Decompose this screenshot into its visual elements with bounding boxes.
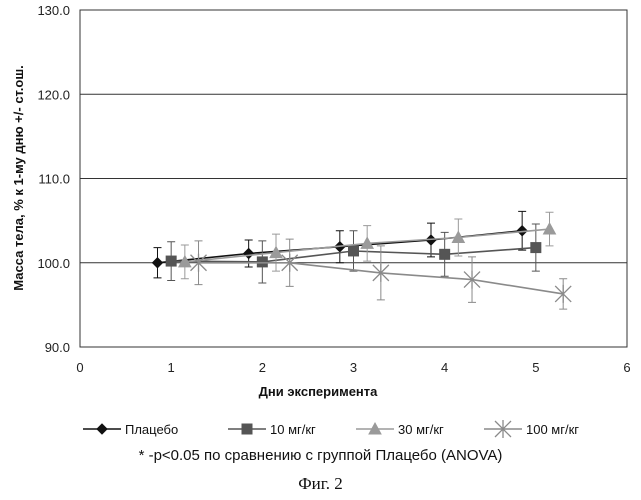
- data-point: [554, 284, 572, 303]
- legend-marker: [241, 423, 253, 435]
- plot-area-frame: [79, 9, 628, 348]
- data-point: [151, 257, 164, 269]
- x-tick-label: 4: [441, 360, 448, 375]
- series-3: [177, 211, 557, 280]
- series-2: [165, 223, 542, 284]
- y-axis-title: Масса тела, % к 1-му дню +/- ст.ош.: [11, 65, 26, 291]
- data-point: [165, 255, 177, 267]
- series-layer: [151, 210, 572, 310]
- legend-item: Плацебо: [83, 422, 178, 437]
- x-tick-label: 0: [76, 360, 83, 375]
- y-tick-label: 120.0: [37, 87, 70, 102]
- legend-item: 100 мг/кг: [484, 420, 579, 438]
- legend-label: 10 мг/кг: [270, 422, 316, 437]
- data-point: [516, 225, 528, 237]
- x-tick-label: 5: [532, 360, 539, 375]
- data-point: [281, 253, 299, 272]
- data-point: [348, 245, 359, 257]
- x-axis-tick-labels: 0 1 2 3 4 5 6: [76, 360, 630, 375]
- body-mass-chart: 90.0 100.0 110.0 120.0 130.0 0 1 2 3 4 5 6 Масса т…: [11, 3, 631, 438]
- x-axis-title: Дни эксперимента: [259, 384, 379, 399]
- legend: Плацебо 10 мг/кг 30 мг/кг 100 мг/кг: [83, 420, 579, 438]
- figure-caption: Фиг. 2: [298, 474, 343, 493]
- x-tick-label: 3: [350, 360, 357, 375]
- legend-item: 30 мг/кг: [356, 421, 444, 437]
- legend-label: Плацебо: [125, 422, 178, 437]
- y-tick-label: 110.0: [38, 172, 70, 187]
- legend-label: 30 мг/кг: [398, 422, 444, 437]
- data-point: [463, 270, 481, 289]
- data-point: [542, 222, 557, 235]
- legend-item: 10 мг/кг: [228, 422, 316, 437]
- y-tick-label: 100.0: [37, 256, 70, 271]
- data-point: [372, 263, 390, 282]
- data-point: [451, 230, 466, 243]
- data-point: [256, 256, 268, 268]
- x-tick-label: 2: [259, 360, 266, 375]
- data-point: [177, 254, 192, 268]
- x-tick-label: 1: [168, 360, 175, 375]
- significance-footnote: * -p<0.05 по сравнению с группой Плацебо…: [138, 447, 503, 464]
- legend-marker: [96, 423, 108, 435]
- data-point: [269, 245, 283, 259]
- series-4: [190, 238, 572, 310]
- y-tick-label: 90.0: [45, 340, 70, 355]
- y-axis-tick-labels: 90.0 100.0 110.0 120.0 130.0: [37, 3, 70, 355]
- data-point: [190, 253, 207, 272]
- data-point: [439, 248, 451, 260]
- legend-marker: [368, 421, 382, 435]
- data-point: [242, 247, 255, 260]
- data-point: [530, 242, 542, 254]
- y-tick-label: 130.0: [37, 3, 70, 18]
- data-point: [360, 236, 375, 249]
- legend-label: 100 мг/кг: [526, 422, 579, 437]
- x-tick-label: 6: [623, 360, 630, 375]
- legend-marker: [494, 420, 512, 438]
